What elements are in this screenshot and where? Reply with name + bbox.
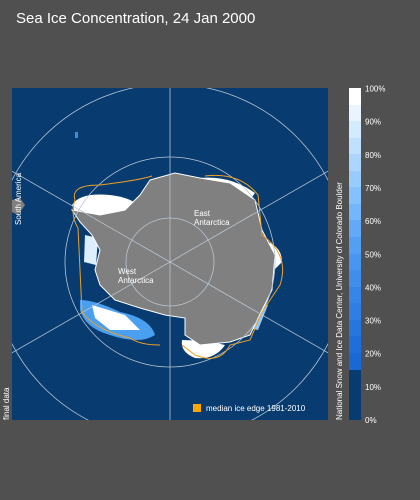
region-label: East Antarctica — [194, 209, 230, 227]
title: Sea Ice Concentration, 24 Jan 2000 — [16, 10, 255, 27]
legend-label: median ice edge 1981-2010 — [206, 404, 306, 413]
colorbar-tick-label: 0% — [365, 416, 377, 425]
colorbar-tick-label: 60% — [365, 217, 381, 226]
status-label: final data — [2, 387, 11, 420]
colorbar-tick-label: 100% — [365, 85, 385, 94]
region-label: South America — [14, 172, 23, 225]
credit: National Snow and Ice Data Center, Unive… — [335, 182, 344, 420]
south-america — [12, 198, 25, 215]
colorbar-tick-label: 30% — [365, 317, 381, 326]
colorbar-tick-label: 40% — [365, 283, 381, 292]
colorbar-tick-label: 50% — [365, 250, 381, 259]
median-ice-edge — [72, 174, 284, 359]
colorbar-tick-label: 20% — [365, 350, 381, 359]
colorbar-tick-label: 90% — [365, 118, 381, 127]
colorbar-tick-label: 70% — [365, 184, 381, 193]
antarctica — [70, 172, 276, 346]
graticule — [12, 88, 328, 420]
colorbar-tick-label: 80% — [365, 151, 381, 160]
region-label: West Antarctica — [118, 267, 154, 285]
colorbar-tick-label: 10% — [365, 383, 381, 392]
colorbar — [349, 88, 361, 420]
map: median ice edge 1981-2010 East Antarctica… — [12, 88, 328, 420]
legend-swatch — [193, 404, 201, 412]
